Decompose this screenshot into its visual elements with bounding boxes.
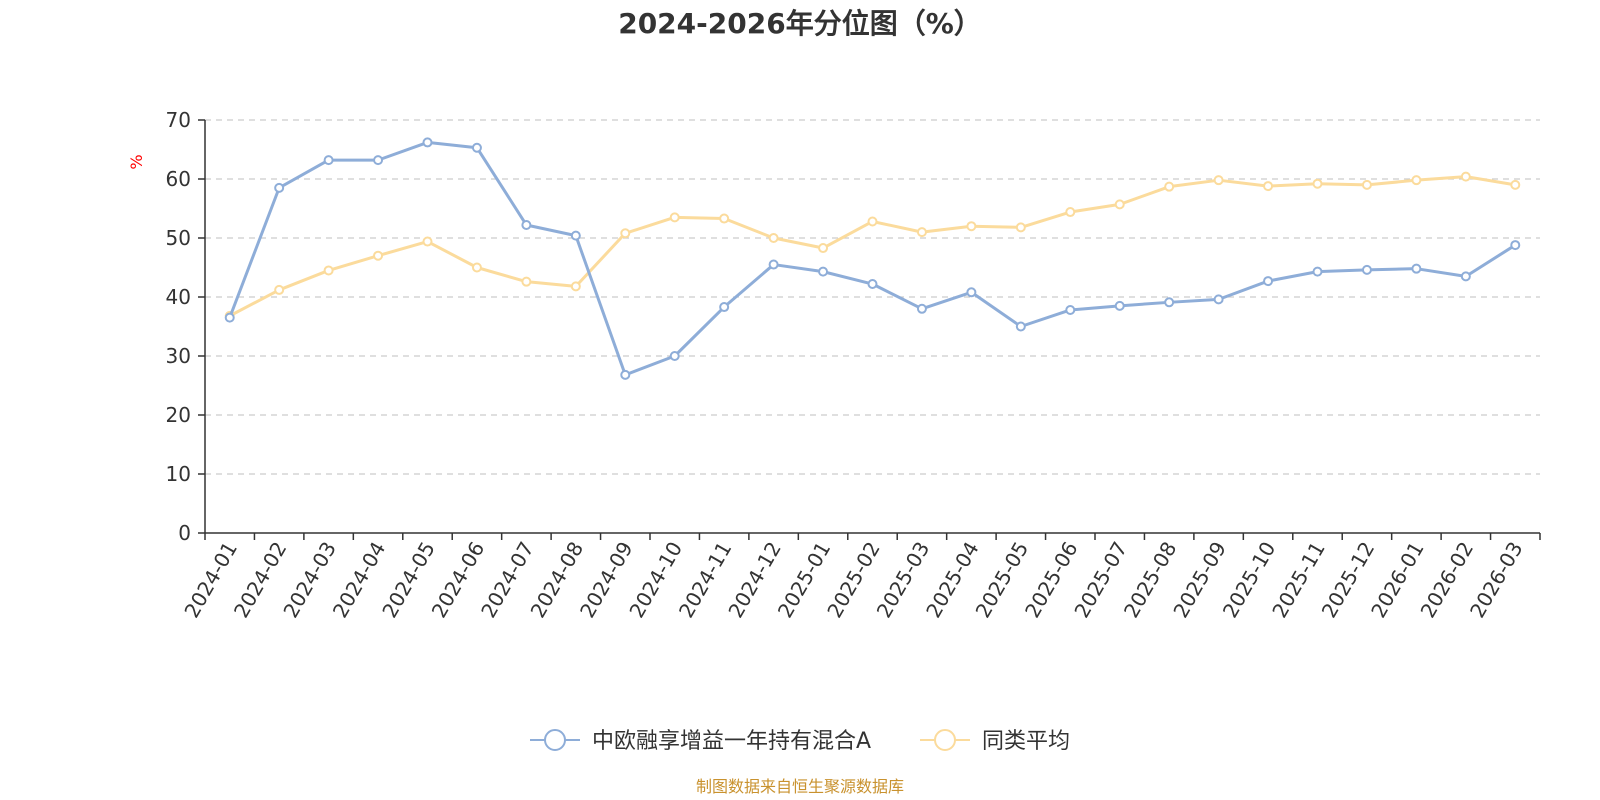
data-point[interactable] (1015, 222, 1026, 233)
data-point[interactable] (916, 227, 927, 238)
y-tick-label: 70 (166, 108, 191, 132)
grid-lines (205, 119, 1540, 475)
data-point[interactable] (620, 228, 631, 239)
data-point[interactable] (1312, 266, 1323, 277)
x-axis-ticks: 2024-012024-022024-032024-042024-052024-… (179, 533, 1541, 622)
data-point[interactable] (1213, 175, 1224, 186)
data-point[interactable] (669, 212, 680, 223)
data-point[interactable] (1164, 181, 1175, 192)
series-0 (224, 137, 1521, 380)
y-axis-ticks: 0 10 20 30 40 50 60 70 (166, 108, 205, 545)
data-point[interactable] (1114, 300, 1125, 311)
data-point[interactable] (224, 312, 235, 323)
data-point[interactable] (1510, 179, 1521, 190)
data-point[interactable] (1411, 263, 1422, 274)
y-tick-label: 20 (166, 403, 191, 427)
axes (204, 120, 1540, 534)
data-point[interactable] (1263, 276, 1274, 287)
legend-swatch-marker (934, 729, 956, 751)
data-point[interactable] (1312, 178, 1323, 189)
data-point[interactable] (1263, 181, 1274, 192)
legend-label: 同类平均 (982, 729, 1070, 754)
data-point[interactable] (620, 369, 631, 380)
legend-swatch-marker (544, 729, 566, 751)
y-tick-label: 0 (178, 521, 191, 545)
data-source-note: 制图数据来自恒生聚源数据库 (696, 777, 904, 796)
data-point[interactable] (373, 155, 384, 166)
data-point[interactable] (1460, 271, 1471, 282)
data-point[interactable] (1411, 175, 1422, 186)
data-point[interactable] (1015, 321, 1026, 332)
data-point[interactable] (1510, 240, 1521, 251)
data-point[interactable] (966, 221, 977, 232)
data-point[interactable] (867, 279, 878, 290)
data-point[interactable] (1164, 297, 1175, 308)
series-line (228, 140, 1517, 377)
data-point[interactable] (570, 230, 581, 241)
data-point[interactable] (471, 262, 482, 273)
legend-label: 中欧融享增益一年持有混合A (592, 729, 871, 754)
legend[interactable]: 中欧融享增益一年持有混合A 同类平均 (530, 729, 1070, 754)
series-line (229, 175, 1516, 318)
y-axis-unit: % (127, 154, 146, 169)
chart-title: 2024-2026年分位图（%） (618, 7, 982, 40)
data-point[interactable] (422, 137, 433, 148)
data-point[interactable] (1065, 207, 1076, 218)
legend-item[interactable]: 同类平均 (920, 729, 1070, 754)
data-point[interactable] (1065, 304, 1076, 315)
data-point[interactable] (1361, 264, 1372, 275)
data-point[interactable] (471, 142, 482, 153)
legend-item[interactable]: 中欧融享增益一年持有混合A (530, 729, 871, 754)
data-point[interactable] (1361, 179, 1372, 190)
data-point[interactable] (1114, 199, 1125, 210)
y-tick-label: 30 (166, 344, 191, 368)
data-point[interactable] (818, 243, 829, 254)
data-point[interactable] (521, 276, 532, 287)
y-tick-label: 60 (166, 167, 191, 191)
data-point[interactable] (274, 182, 285, 193)
data-point[interactable] (274, 284, 285, 295)
data-point[interactable] (570, 281, 581, 292)
series-1 (224, 171, 1521, 321)
data-point[interactable] (323, 265, 334, 276)
y-tick-label: 40 (166, 285, 191, 309)
y-tick-label: 50 (166, 226, 191, 250)
y-tick-label: 10 (166, 462, 191, 486)
data-point[interactable] (719, 213, 730, 224)
data-point[interactable] (373, 250, 384, 261)
data-point[interactable] (916, 303, 927, 314)
data-point[interactable] (818, 266, 829, 277)
data-point[interactable] (669, 351, 680, 361)
data-point[interactable] (966, 287, 977, 298)
data-point[interactable] (1460, 171, 1471, 182)
data-point[interactable] (323, 155, 334, 166)
data-point[interactable] (768, 233, 779, 243)
data-point[interactable] (768, 259, 779, 270)
data-point[interactable] (1213, 294, 1224, 305)
data-point[interactable] (521, 220, 532, 231)
data-point[interactable] (719, 302, 730, 313)
data-point[interactable] (422, 236, 433, 247)
series-lines (224, 137, 1521, 380)
data-point[interactable] (867, 216, 878, 227)
